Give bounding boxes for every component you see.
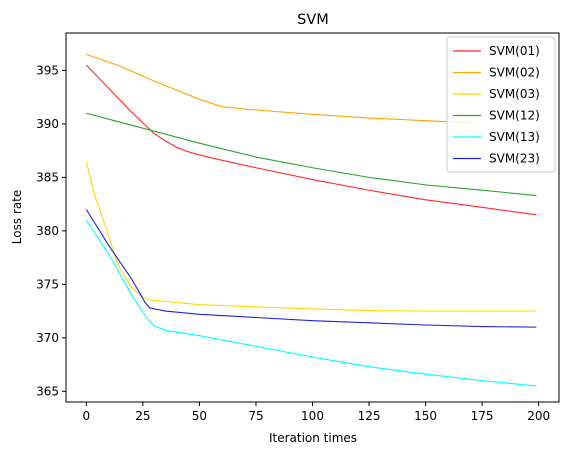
x-tick-label: 50 — [192, 409, 207, 423]
legend-label: SVM(01) — [489, 44, 540, 58]
x-tick-label: 175 — [471, 409, 494, 423]
x-tick-label: 125 — [358, 409, 381, 423]
series-line-2 — [85, 161, 537, 312]
x-tick-label: 100 — [301, 409, 324, 423]
x-axis-label: Iteration times — [269, 431, 357, 445]
chart-title: SVM — [297, 12, 329, 28]
series-line-1 — [86, 53, 471, 124]
y-tick-label: 380 — [36, 224, 59, 238]
y-tick-label: 365 — [36, 384, 59, 398]
x-tick-label: 200 — [527, 409, 550, 423]
legend-box — [446, 36, 556, 173]
y-tick-label: 390 — [36, 117, 59, 131]
legend-label: SVM(02) — [489, 66, 540, 80]
x-tick-label: 150 — [414, 409, 437, 423]
legend: SVM(01) SVM(02) SVM(03) SVM(12) SVM(13) SVM(2… — [446, 36, 556, 173]
plot-lines — [85, 53, 537, 387]
x-axis-ticks: 0 25 50 75 100 125 150 175 200 — [83, 402, 550, 423]
x-tick-label: 75 — [248, 409, 263, 423]
series-line-0 — [85, 64, 537, 216]
legend-label: SVM(03) — [489, 87, 540, 101]
series-line-3 — [86, 112, 537, 197]
series-line-4 — [85, 219, 537, 387]
y-tick-label: 395 — [36, 63, 59, 77]
y-tick-label: 375 — [36, 277, 59, 291]
y-tick-label: 385 — [36, 170, 59, 184]
y-axis-label: Loss rate — [10, 190, 24, 245]
legend-label: SVM(12) — [489, 109, 540, 123]
y-axis-ticks: 365 370 375 380 385 390 395 — [36, 63, 66, 398]
x-tick-label: 0 — [83, 409, 91, 423]
series-line-5 — [85, 209, 537, 328]
x-tick-label: 25 — [135, 409, 150, 423]
legend-label: SVM(13) — [489, 130, 540, 144]
legend-label: SVM(23) — [489, 152, 540, 166]
y-tick-label: 370 — [36, 331, 59, 345]
